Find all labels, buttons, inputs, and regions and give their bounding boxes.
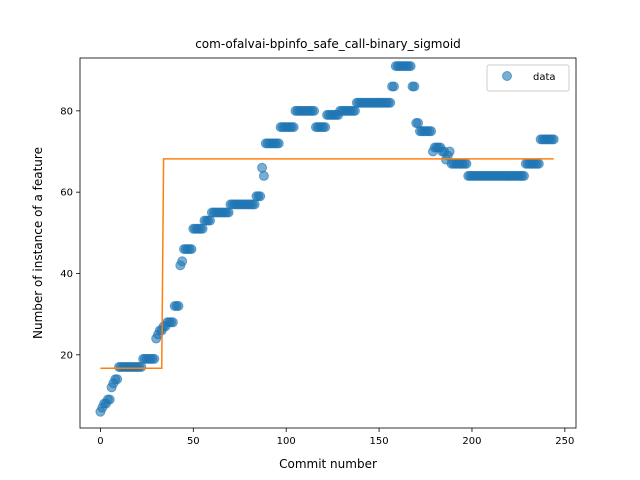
- data-point: [257, 162, 268, 173]
- data-point: [104, 394, 115, 405]
- data-point: [413, 118, 424, 129]
- legend-marker-data: [502, 71, 512, 81]
- legend: data: [486, 64, 570, 92]
- data-point: [273, 138, 284, 149]
- data-point: [444, 146, 455, 157]
- x-tick-label: 200: [462, 436, 481, 447]
- data-point: [149, 353, 160, 364]
- data-point: [249, 199, 260, 210]
- x-axis: 0 50 100 150 200 250: [97, 428, 574, 447]
- data-points: [95, 61, 559, 417]
- chart-title: com-ofalvai-bpinfo_safe_call-binary_sigm…: [195, 37, 461, 51]
- data-point: [405, 61, 416, 72]
- data-point: [186, 244, 197, 255]
- data-point: [548, 134, 559, 145]
- x-tick-label: 250: [555, 436, 574, 447]
- data-point: [349, 105, 360, 116]
- plot-frame: [79, 57, 577, 429]
- data-point: [409, 81, 420, 92]
- x-tick-label: 150: [370, 436, 389, 447]
- data-point: [288, 122, 299, 133]
- data-point: [533, 158, 544, 169]
- y-tick-label: 20: [60, 350, 73, 361]
- fit-line-layer: [100, 158, 554, 369]
- data-point: [177, 256, 188, 267]
- data-point: [385, 97, 396, 108]
- data-point: [461, 158, 472, 169]
- data-point: [205, 215, 216, 226]
- data-point: [167, 317, 178, 328]
- data-point: [173, 301, 184, 312]
- y-tick-label: 80: [60, 106, 73, 117]
- x-tick-label: 0: [97, 436, 103, 447]
- data-point: [518, 170, 529, 181]
- data-point: [136, 362, 147, 373]
- plot-area: [79, 57, 577, 429]
- legend-label-data: data: [533, 72, 556, 83]
- data-point: [388, 81, 399, 92]
- data-point: [426, 126, 437, 137]
- data-point: [112, 374, 123, 385]
- data-point: [223, 207, 234, 218]
- y-tick-label: 40: [60, 269, 73, 280]
- y-tick-label: 60: [60, 188, 73, 199]
- x-tick-label: 100: [277, 436, 296, 447]
- x-tick-label: 50: [187, 436, 200, 447]
- data-point: [255, 191, 266, 202]
- y-axis-label: Number of instance of a feature: [31, 147, 45, 339]
- data-point: [197, 223, 208, 234]
- data-point: [258, 170, 269, 181]
- data-point: [309, 105, 320, 116]
- fit-line: [100, 158, 554, 369]
- legend-box: [486, 64, 570, 92]
- data-point: [320, 122, 331, 133]
- y-axis: 20 40 60 80: [60, 106, 80, 361]
- x-axis-label: Commit number: [279, 457, 377, 471]
